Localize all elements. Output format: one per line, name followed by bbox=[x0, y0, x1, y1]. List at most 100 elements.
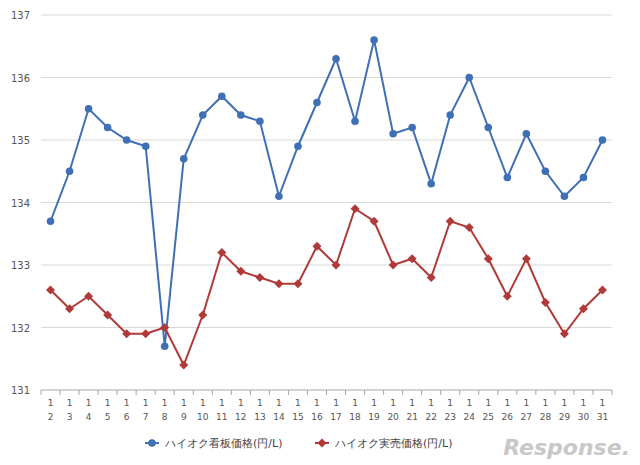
grid-line bbox=[41, 202, 612, 203]
series-point bbox=[332, 55, 340, 63]
x-tick bbox=[497, 390, 498, 395]
series-point bbox=[427, 180, 435, 188]
series-point bbox=[179, 361, 188, 370]
series-point bbox=[465, 74, 473, 82]
legend-marker bbox=[318, 439, 327, 448]
x-tick bbox=[193, 390, 194, 395]
legend-label: ハイオク看板価格(円/L) bbox=[164, 437, 282, 450]
x-tick bbox=[326, 390, 327, 395]
x-tick-label: 123 bbox=[444, 398, 455, 422]
series-point bbox=[561, 192, 569, 200]
x-tick-label: 112 bbox=[235, 398, 246, 422]
series-point bbox=[484, 254, 493, 263]
legend: ハイオク看板価格(円/L)ハイオク実売価格(円/L) bbox=[145, 437, 452, 450]
series-point bbox=[599, 136, 607, 144]
x-tick-label: 15 bbox=[105, 398, 111, 422]
legend-marker bbox=[148, 439, 156, 447]
x-tick-label: 18 bbox=[162, 398, 168, 422]
series-point bbox=[274, 279, 283, 288]
series-point bbox=[46, 286, 55, 295]
series-point bbox=[103, 311, 112, 320]
series-point bbox=[85, 105, 93, 113]
x-tick bbox=[345, 390, 346, 395]
series-point bbox=[446, 217, 455, 226]
series-point bbox=[351, 117, 359, 125]
x-tick bbox=[79, 390, 80, 395]
y-tick-label: 132 bbox=[11, 323, 30, 334]
series-point bbox=[66, 167, 74, 175]
grid bbox=[41, 15, 612, 328]
x-tick-label: 110 bbox=[197, 398, 209, 422]
series-point bbox=[84, 292, 93, 301]
series-point bbox=[504, 174, 512, 182]
grid-line bbox=[41, 77, 612, 78]
series-point bbox=[484, 124, 492, 132]
grid-line bbox=[41, 15, 612, 16]
series-point bbox=[65, 304, 74, 313]
series-point bbox=[218, 92, 226, 100]
series-point bbox=[579, 304, 588, 313]
x-tick-label: 113 bbox=[254, 398, 265, 422]
series-point bbox=[370, 36, 378, 44]
x-tick bbox=[364, 390, 365, 395]
x-tick bbox=[212, 390, 213, 395]
x-tick bbox=[155, 390, 156, 395]
x-tick bbox=[516, 390, 517, 395]
x-tick-label: 17 bbox=[143, 398, 149, 422]
x-tick-label: 131 bbox=[597, 398, 608, 422]
series-point bbox=[123, 136, 131, 144]
x-tick bbox=[535, 390, 536, 395]
x-tick bbox=[231, 390, 232, 395]
series-point bbox=[503, 292, 512, 301]
series-point bbox=[351, 204, 360, 213]
x-tick bbox=[136, 390, 137, 395]
series-point bbox=[522, 254, 531, 263]
x-tick-label: 124 bbox=[464, 398, 476, 422]
series-point bbox=[580, 174, 588, 182]
x-tick bbox=[174, 390, 175, 395]
x-tick bbox=[41, 390, 42, 395]
x-tick bbox=[459, 390, 460, 395]
series-point bbox=[541, 298, 550, 307]
x-tick-label: 118 bbox=[349, 398, 361, 422]
series-point bbox=[370, 217, 379, 226]
y-tick-label: 131 bbox=[11, 385, 30, 396]
series-line bbox=[51, 40, 603, 346]
series-point bbox=[180, 155, 188, 163]
grid-line bbox=[41, 265, 612, 266]
series-point bbox=[465, 223, 474, 232]
series-point bbox=[198, 311, 207, 320]
series-point bbox=[542, 167, 550, 175]
series-point bbox=[523, 130, 531, 138]
y-tick-label: 137 bbox=[11, 10, 30, 21]
x-tick-label: 127 bbox=[521, 398, 532, 422]
x-tick-label: 121 bbox=[406, 398, 417, 422]
x-tick-label: 119 bbox=[368, 398, 380, 422]
series-point bbox=[312, 242, 321, 251]
series-point bbox=[199, 111, 207, 119]
x-tick-label: 14 bbox=[86, 398, 92, 422]
x-tick bbox=[421, 390, 422, 395]
x-tick bbox=[269, 390, 270, 395]
series-point bbox=[141, 329, 150, 338]
x-tick bbox=[573, 390, 574, 395]
series-point bbox=[389, 130, 397, 138]
chart: 1311321331341351361371213141516171819110… bbox=[0, 0, 640, 465]
series-point bbox=[142, 142, 150, 150]
x-tick bbox=[592, 390, 593, 395]
y-tick-label: 135 bbox=[11, 135, 30, 146]
series-point bbox=[427, 273, 436, 282]
y-tick-label: 134 bbox=[11, 198, 30, 209]
series-point bbox=[389, 261, 398, 270]
x-tick bbox=[307, 390, 308, 395]
x-tick-label: 16 bbox=[124, 398, 130, 422]
series-point bbox=[255, 273, 264, 282]
watermark: Response. bbox=[503, 435, 630, 460]
x-tick-label: 12 bbox=[48, 398, 54, 422]
x-tick-label: 122 bbox=[425, 398, 436, 422]
x-tick-label: 111 bbox=[216, 398, 227, 422]
series-point bbox=[332, 261, 341, 270]
series-point bbox=[122, 329, 131, 338]
x-tick bbox=[440, 390, 441, 395]
x-tick-label: 115 bbox=[292, 398, 303, 422]
